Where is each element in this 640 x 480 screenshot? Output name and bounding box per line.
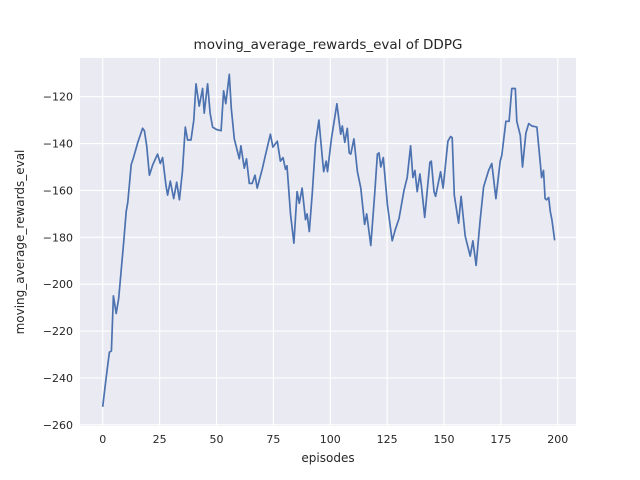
y-tick-label: −260 bbox=[43, 419, 73, 432]
x-tick-label: 200 bbox=[547, 433, 568, 446]
y-tick-label: −240 bbox=[43, 372, 73, 385]
x-tick-label: 175 bbox=[490, 433, 511, 446]
y-tick-label: −120 bbox=[43, 91, 73, 104]
x-tick-label: 25 bbox=[153, 433, 167, 446]
x-tick-label: 150 bbox=[434, 433, 455, 446]
y-tick-label: −180 bbox=[43, 231, 73, 244]
y-tick-label: −220 bbox=[43, 325, 73, 338]
x-tick-label: 75 bbox=[266, 433, 280, 446]
x-tick-label: 100 bbox=[320, 433, 341, 446]
y-tick-label: −200 bbox=[43, 278, 73, 291]
axes-background bbox=[80, 58, 576, 426]
x-tick-label: 125 bbox=[377, 433, 398, 446]
chart-title: moving_average_rewards_eval of DDPG bbox=[194, 37, 463, 53]
gridlines bbox=[80, 58, 576, 426]
reward-line bbox=[101, 73, 556, 407]
y-tick-label: −140 bbox=[43, 138, 73, 151]
y-tick-label: −160 bbox=[43, 184, 73, 197]
x-tick-label: 50 bbox=[210, 433, 224, 446]
x-tick-label: 0 bbox=[99, 433, 106, 446]
x-axis-label: episodes bbox=[301, 451, 354, 465]
x-tick-labels: 0 25 50 75 100 125 150 175 200 bbox=[99, 433, 568, 446]
line-series bbox=[101, 73, 556, 407]
y-axis-label: moving_average_rewards_eval bbox=[13, 150, 27, 335]
y-tick-labels: −120 −140 −160 −180 −200 −220 −240 −260 bbox=[43, 91, 73, 432]
